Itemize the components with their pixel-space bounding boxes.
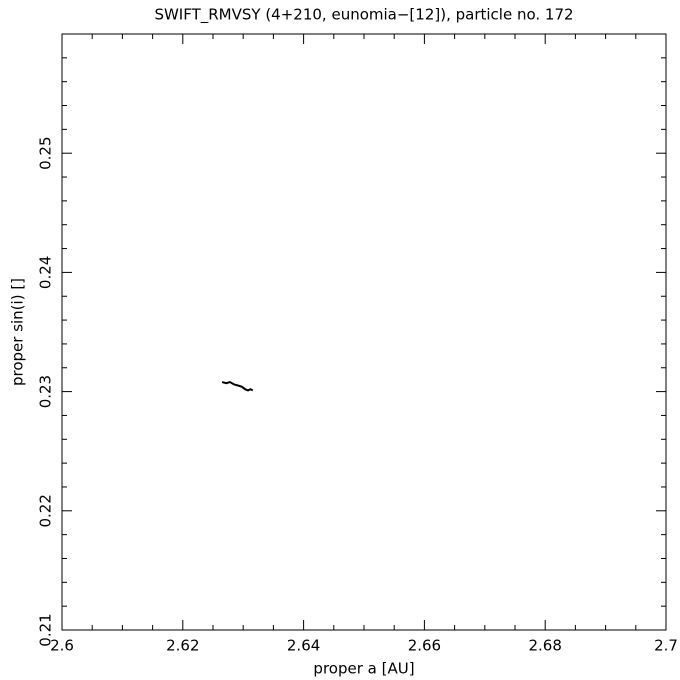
y-tick-label: 0.24: [37, 256, 55, 289]
x-tick-label: 2.68: [528, 637, 561, 655]
x-tick-label: 2.62: [166, 637, 199, 655]
y-tick-label: 0.21: [37, 613, 55, 646]
x-tick-label: 2.7: [654, 637, 678, 655]
y-tick-label: 0.25: [37, 136, 55, 169]
x-tick-label: 2.64: [287, 637, 320, 655]
x-tick-label: 2.66: [408, 637, 441, 655]
y-tick-label: 0.22: [37, 494, 55, 527]
data-line: [221, 380, 254, 392]
chart-title: SWIFT_RMVSY (4+210, eunomia−[12]), parti…: [154, 6, 573, 25]
x-tick-label: 2.6: [50, 637, 74, 655]
y-axis-label: proper sin(i) []: [9, 278, 27, 386]
y-tick-label: 0.23: [37, 375, 55, 408]
x-axis-label: proper a [AU]: [313, 660, 414, 678]
